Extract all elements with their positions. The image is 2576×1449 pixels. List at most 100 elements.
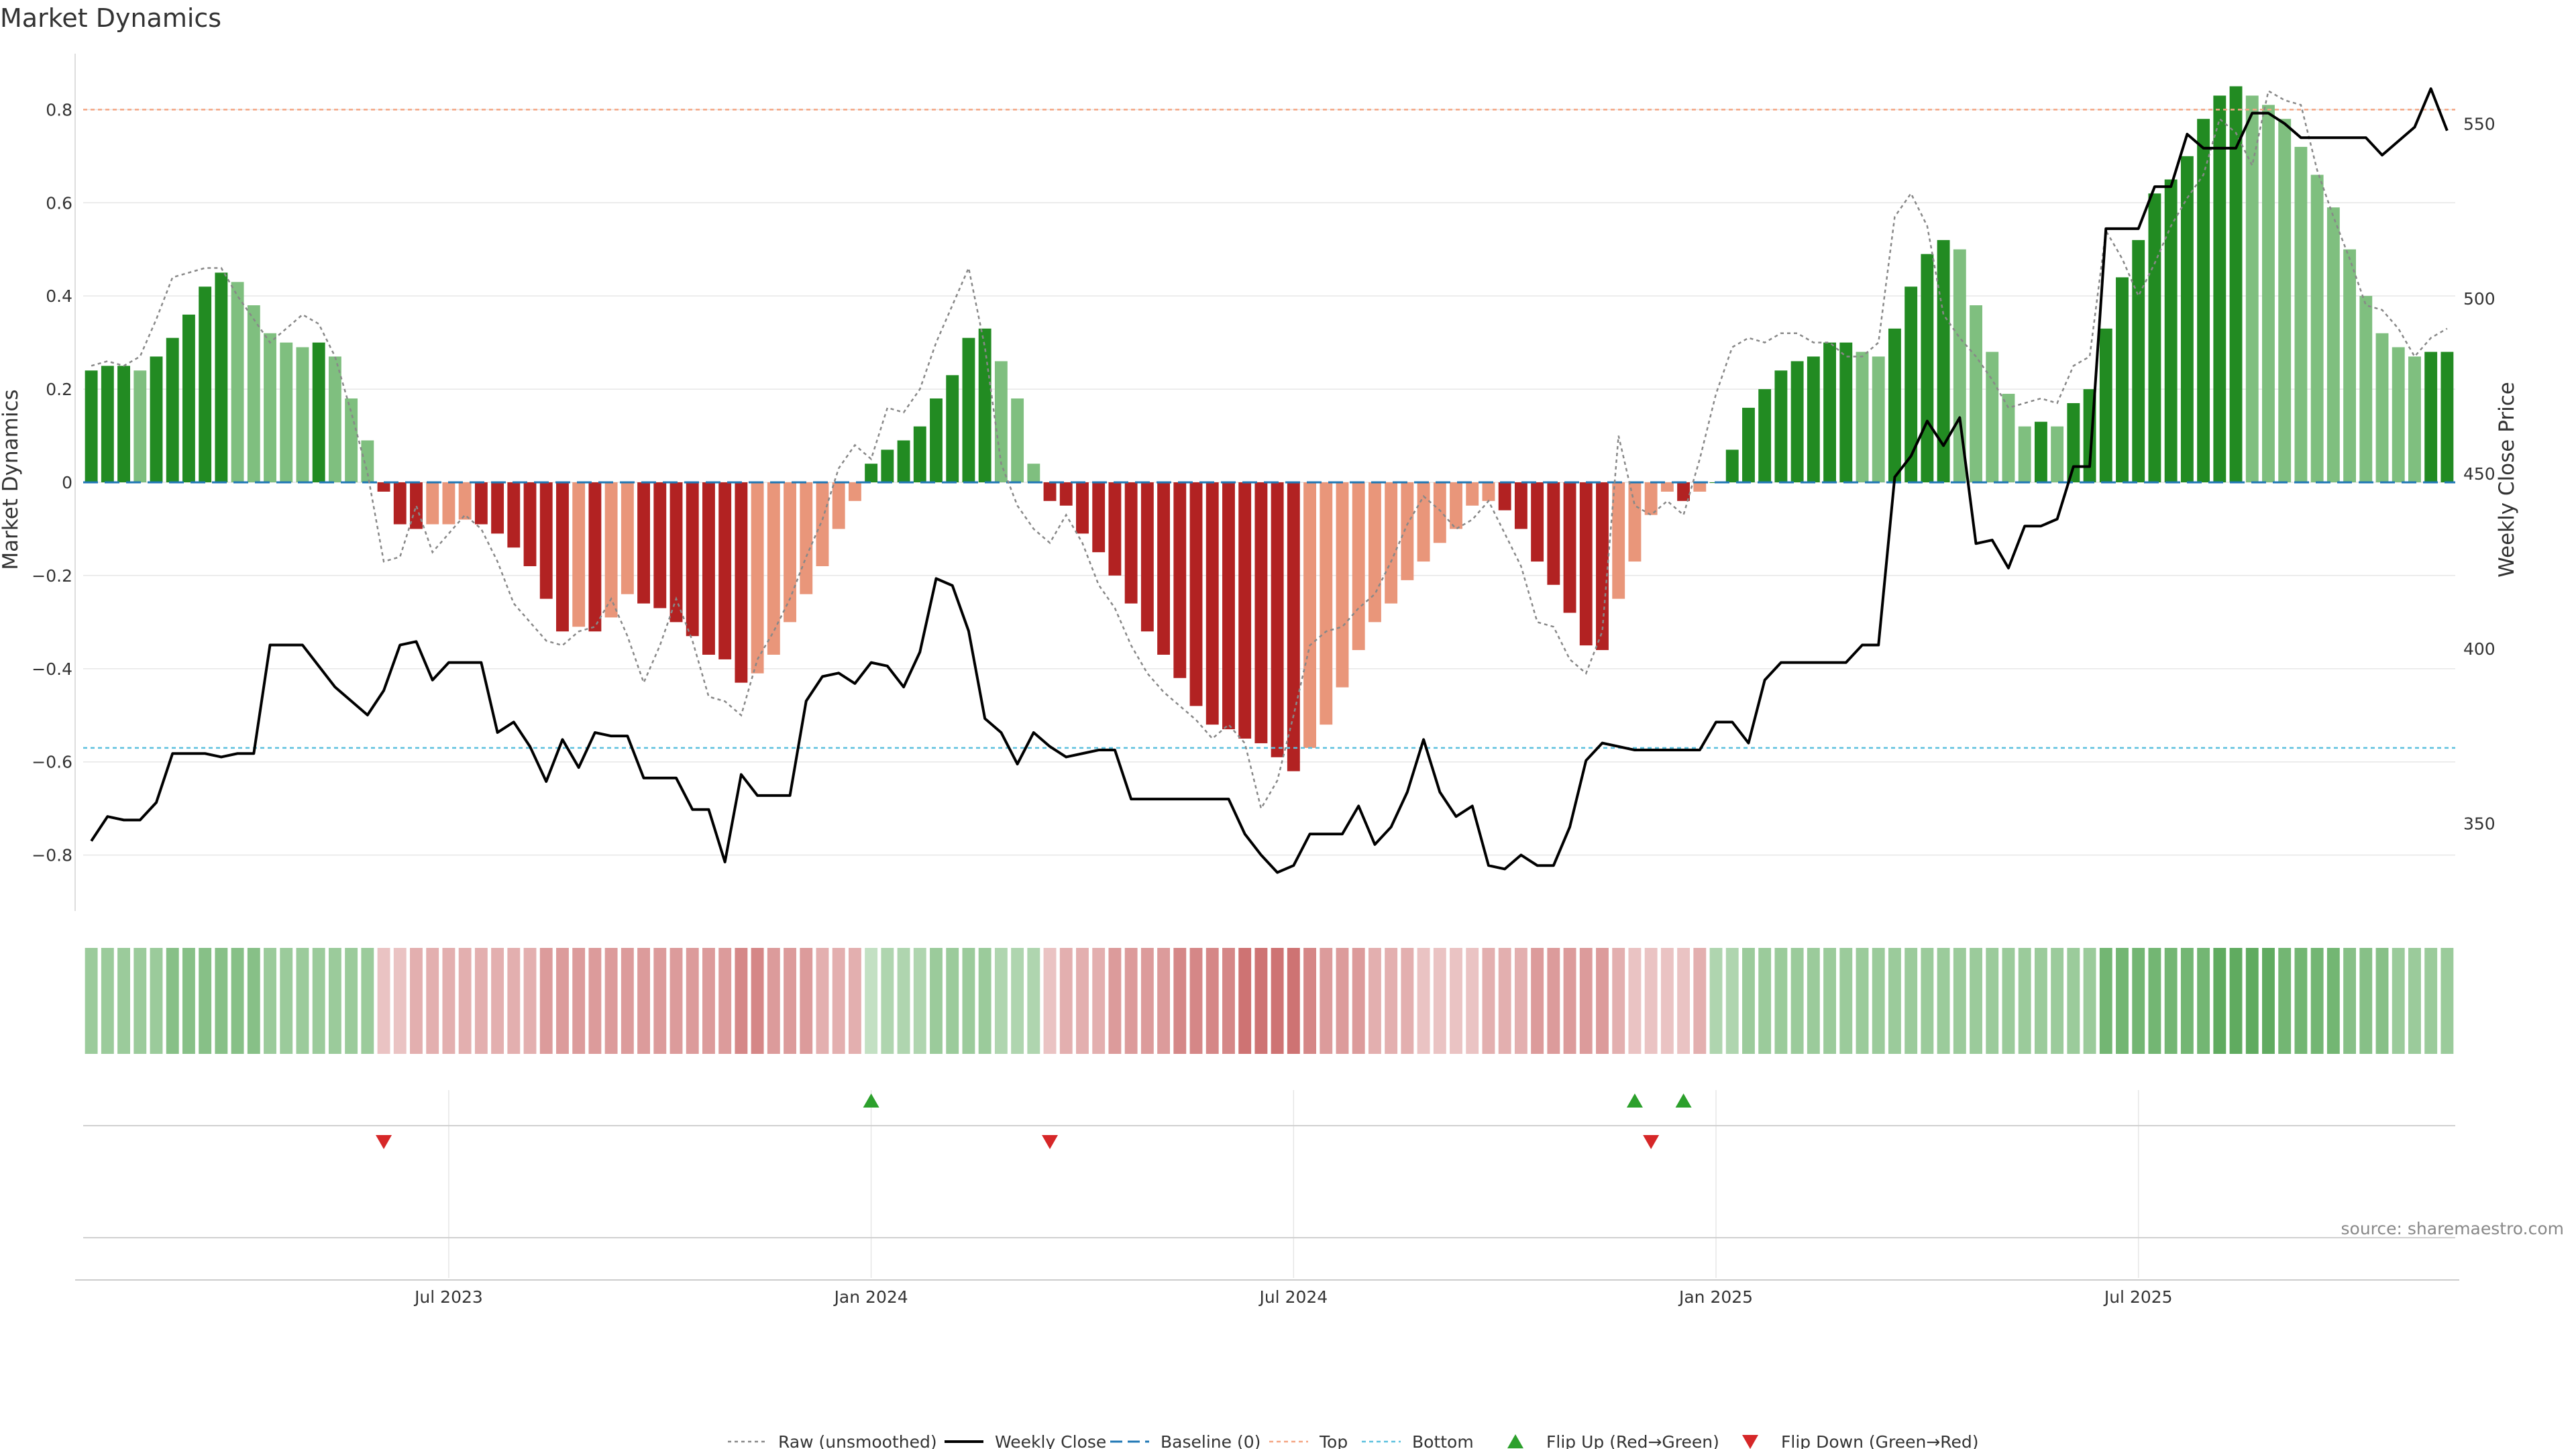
dynamics-bar [85,370,98,482]
zone-cell [653,948,667,1054]
y-right-tick-label: 550 [2463,114,2496,133]
zone-cell [2132,948,2145,1054]
y-right-tick-label: 350 [2463,814,2496,834]
dynamics-bar [1287,482,1300,771]
reference-lines [83,109,2455,749]
y-right-tick-label: 450 [2463,464,2496,484]
dynamics-bar [474,482,488,525]
dynamics-bar [1450,482,1462,529]
price-lines [90,87,2449,874]
dynamics-bar [1677,482,1690,501]
zone-cell [280,948,293,1054]
grid-layer [83,109,2455,1278]
source-label: source: sharemaestro.com [2341,1219,2565,1238]
dynamics-bar [897,440,910,482]
zone-cell [1563,948,1576,1054]
dynamics-bar [1660,482,1674,492]
zone-cell [2002,948,2015,1054]
dynamics-bar [913,426,926,482]
legend-item: Weekly Close [945,1432,1106,1449]
zone-cell [474,948,488,1054]
flip-down-marker [1643,1135,1660,1149]
dynamics-bar [2148,193,2161,482]
dynamics-bar [264,333,276,482]
dynamics-bar [1368,482,1381,623]
zone-cell [182,948,195,1054]
y-right-tick-label: 400 [2463,639,2496,659]
dynamics-bar [718,482,732,659]
zone-cell [1108,948,1122,1054]
dynamics-bar [784,482,796,623]
zone-cell [2278,948,2292,1054]
legend-label: Baseline (0) [1161,1432,1260,1449]
dynamics-bar [1303,482,1316,748]
dynamics-bar [1205,482,1219,725]
y-left-tick-label: −0.2 [32,566,72,586]
dynamics-bar [1482,482,1495,501]
zone-cell [1839,948,1853,1054]
dynamics-bar [2132,239,2145,482]
zone-cell [133,948,147,1054]
zone-cell [264,948,276,1054]
dynamics-bar [2229,86,2243,482]
legend-label: Flip Up (Red→Green) [1546,1432,1719,1449]
dynamics-bar [735,482,748,683]
zone-cell [1758,948,1772,1054]
zone-cell [2392,948,2405,1054]
zone-cell [2310,948,2324,1054]
legend-item: Flip Down (Green→Red) [1742,1432,1979,1449]
dynamics-bar [1254,482,1268,743]
zone-cell [865,948,878,1054]
zone-cell [784,948,796,1054]
dynamics-bar [442,482,455,525]
dynamics-bar [2213,95,2226,482]
zone-cell [1742,948,1755,1054]
dynamics-bar [1725,449,1739,482]
dynamics-bar [247,305,260,482]
zone-cell [1937,948,1950,1054]
legend-label: Bottom [1412,1432,1474,1449]
zone-cell [848,948,861,1054]
zone-cell [1872,948,1885,1054]
zone-cell [150,948,163,1054]
zone-cell [1628,948,1642,1054]
zone-cell [1921,948,1934,1054]
weekly-close-line [90,87,2449,874]
zone-cell [458,948,472,1054]
dynamics-bar [702,482,715,655]
dynamics-bar [345,398,358,482]
zone-cell [1205,948,1219,1054]
zone-cell [1790,948,1804,1054]
dynamics-bar [1336,482,1349,688]
dynamics-bar [523,482,537,567]
zone-cell [1368,948,1381,1054]
zone-cell [1644,948,1658,1054]
zone-cell [1953,948,1966,1054]
legend-item: Bottom [1362,1432,1474,1449]
zone-cell [2213,948,2226,1054]
zone-cell [832,948,845,1054]
dynamics-bar [588,482,602,632]
zone-cell [442,948,455,1054]
zone-cell [1254,948,1268,1054]
dynamics-bar [491,482,504,534]
zone-cell [1271,948,1284,1054]
dynamics-bar [1189,482,1203,706]
legend-item: Baseline (0) [1110,1432,1260,1449]
dynamics-bar [2018,426,2031,482]
dynamics-bar [930,398,943,482]
zone-cell [572,948,586,1054]
zone-cell [1709,948,1723,1054]
dynamics-bar [458,482,472,520]
zone-cell [1888,948,1901,1054]
y-left-tick-label: 0.4 [46,286,72,306]
zone-cell [377,948,390,1054]
legend-swatch [1742,1435,1758,1449]
dynamics-bar [1807,356,1820,482]
dynamics-bar [150,356,163,482]
zone-cell [85,948,98,1054]
zone-cell [1970,948,1982,1054]
dynamics-bar [2375,333,2389,482]
dynamics-bar [539,482,553,599]
zone-cell [2294,948,2308,1054]
